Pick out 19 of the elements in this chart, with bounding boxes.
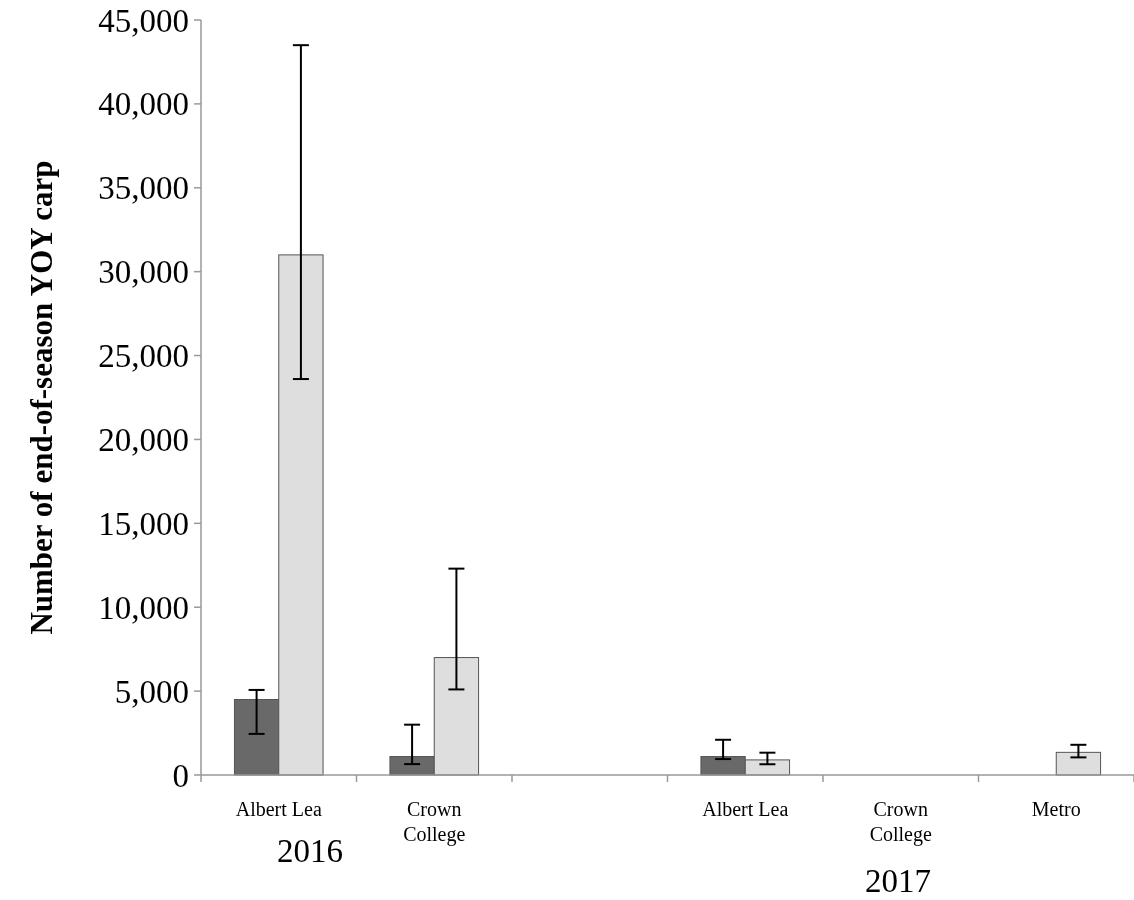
y-tick-label: 40,000 xyxy=(98,86,189,123)
x-tick-label: Albert Lea xyxy=(235,798,322,820)
x-tick-label: Crown College xyxy=(403,798,466,846)
y-axis-title: Number of end-of-season YOY carp xyxy=(24,160,59,635)
x-tick-label: Crown College xyxy=(869,798,932,846)
text: 2016 xyxy=(277,833,343,869)
y-tick-label: 15,000 xyxy=(98,505,189,542)
text: 2017 xyxy=(865,863,931,899)
y-tick-label: 45,000 xyxy=(98,2,189,39)
y-tick-label: 10,000 xyxy=(98,589,189,626)
y-tick-label: 35,000 xyxy=(98,170,189,207)
y-tick-label: 0 xyxy=(172,757,189,794)
y-tick-label: 25,000 xyxy=(98,338,189,375)
y-tick-label: 30,000 xyxy=(98,254,189,291)
y-tick-label: 5,000 xyxy=(114,673,189,710)
x-tick-label: Albert Lea xyxy=(702,798,789,820)
x-tick-label: Metro xyxy=(1031,798,1081,820)
y-tick-label: 20,000 xyxy=(98,421,189,458)
bar xyxy=(1055,751,1102,776)
